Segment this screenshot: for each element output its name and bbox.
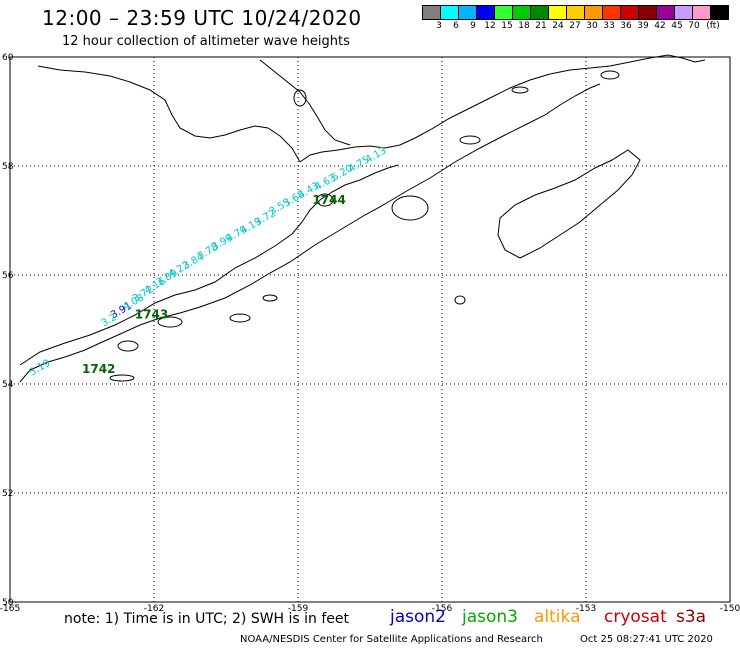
units-note: note: 1) Time is in UTC; 2) SWH is in fe… xyxy=(64,611,350,627)
lon-tick-label: -153 xyxy=(576,604,596,614)
lake-iliamna xyxy=(391,195,429,221)
track-time-label: 1742 xyxy=(82,362,115,376)
scale-label: 45 xyxy=(671,21,683,31)
scale-label: 36 xyxy=(620,21,632,31)
lon-tick-label: -159 xyxy=(288,604,309,614)
lake-north-4 xyxy=(600,70,620,80)
scale-swatch xyxy=(710,5,729,20)
peninsula-south-coast xyxy=(19,83,601,383)
map-border xyxy=(9,56,731,603)
lat-tick-label: 50 xyxy=(2,598,14,608)
track-time-label: 1744 xyxy=(312,193,345,207)
axis-labels: -165 -162 -159 -156 -153 -150 50 52 54 56 58 60 xyxy=(0,53,740,614)
mission-label-cryosat: cryosat xyxy=(604,607,667,627)
peninsula-north-coast xyxy=(19,164,399,366)
lake-north-3 xyxy=(511,86,529,94)
lat-tick-label: 52 xyxy=(2,489,13,499)
lat-tick-label: 58 xyxy=(2,162,14,172)
island-2 xyxy=(109,374,135,382)
lat-tick-label: 56 xyxy=(2,271,14,281)
scale-label: 9 xyxy=(470,21,476,31)
lat-lon-grid xyxy=(10,57,730,602)
map-title: 12:00 – 23:59 UTC 10/24/2020 xyxy=(42,6,362,30)
kodiak-island xyxy=(497,149,641,259)
credit-line: NOAA/NESDIS Center for Satellite Applica… xyxy=(240,634,543,645)
scale-unit: (ft) xyxy=(706,21,720,31)
scale-label: 24 xyxy=(552,21,564,31)
mainland-north-coast xyxy=(259,59,351,146)
color-scale xyxy=(422,5,729,20)
lat-tick-label: 54 xyxy=(2,380,14,390)
island-4 xyxy=(157,316,183,328)
scale-label: 12 xyxy=(484,21,496,31)
wave-height-value: 5.19 xyxy=(28,358,53,379)
island-3 xyxy=(454,295,466,305)
scale-label: 27 xyxy=(569,21,581,31)
coastline xyxy=(19,54,706,383)
lat-tick-label: 60 xyxy=(2,53,14,63)
scale-label: 30 xyxy=(586,21,598,31)
map-frame xyxy=(9,56,731,603)
scale-label: 15 xyxy=(501,21,513,31)
lake-becharof xyxy=(316,193,334,207)
scale-label: 21 xyxy=(535,21,547,31)
satellite-tracks: 5.19 17423.23.914.083.724.163.894.223.843… xyxy=(28,145,389,378)
wave-height-value: 4.13 xyxy=(364,145,389,166)
track-time-label: 1743 xyxy=(135,308,168,322)
mission-label-jason2: jason2 xyxy=(390,607,446,627)
color-scale-labels: 3 6 9 12 15 18 21 24 27 30 33 36 39 42 45 70 (ft) xyxy=(422,21,740,33)
mission-label-jason3: jason3 xyxy=(462,607,518,627)
scale-label: 33 xyxy=(603,21,615,31)
mission-label-altika: altika xyxy=(534,607,581,627)
scale-label: 39 xyxy=(637,21,649,31)
lon-tick-label: -162 xyxy=(144,604,164,614)
island-1 xyxy=(117,340,139,352)
mission-label-s3a: s3a xyxy=(676,607,707,627)
lon-tick-label: -156 xyxy=(432,604,453,614)
scale-label: 6 xyxy=(453,21,459,31)
lake-north-2 xyxy=(459,135,481,145)
scale-label: 18 xyxy=(518,21,530,31)
lake-north-1 xyxy=(293,89,307,107)
map-subtitle: 12 hour collection of altimeter wave hei… xyxy=(62,34,350,49)
island-6 xyxy=(262,294,278,302)
scale-label: 42 xyxy=(654,21,666,31)
lon-tick-label: -150 xyxy=(720,604,740,614)
mainland-northwest xyxy=(37,65,301,163)
bristol-bay-shore xyxy=(299,54,706,163)
island-5 xyxy=(229,313,251,323)
scale-label: 3 xyxy=(436,21,442,31)
lon-tick-label: -165 xyxy=(0,604,20,614)
scale-label: 70 xyxy=(688,21,700,31)
generation-time: Oct 25 08:27:41 UTC 2020 xyxy=(580,634,713,645)
